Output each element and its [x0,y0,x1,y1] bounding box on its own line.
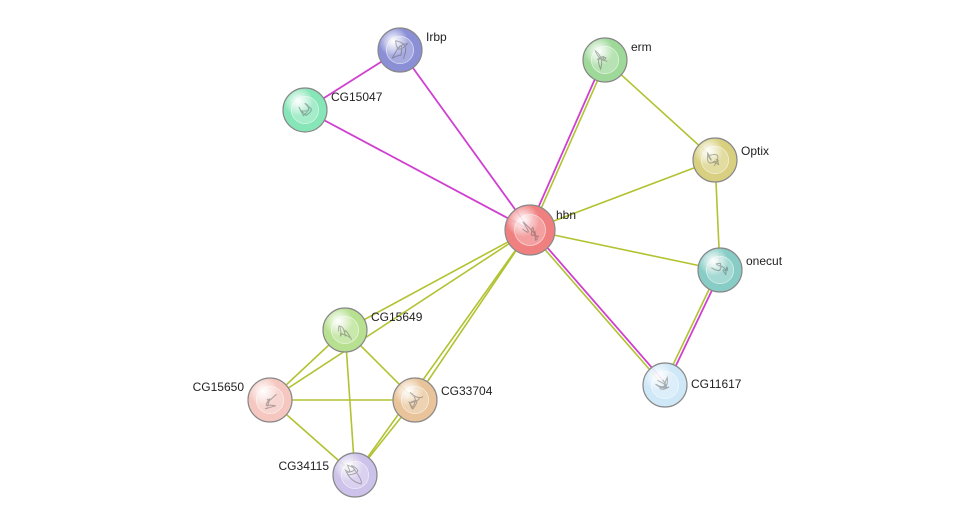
node-inner [291,96,318,123]
node-inner [701,146,728,173]
graph-node-CG11617[interactable] [643,363,687,407]
graph-edge [529,59,604,229]
graph-node-CG33704[interactable] [393,378,437,422]
node-label-erm: erm [631,40,652,54]
network-graph: hbn Irbp CG15047 erm Optix onecut CG11617 CG156… [0,0,975,510]
graph-edge [355,230,530,475]
node-label-CG34115: CG34115 [279,459,330,473]
edge-layer [270,50,721,475]
graph-node-hbn[interactable] [505,205,555,255]
graph-node-erm[interactable] [583,38,627,82]
graph-node-CG15047[interactable] [283,88,327,132]
node-label-onecut: onecut [746,254,783,268]
node-label-Irbp: Irbp [426,30,447,44]
node-inner [331,316,358,343]
graph-edge [305,110,530,230]
graph-node-Irbp[interactable] [378,28,422,72]
node-label-CG15047: CG15047 [331,90,383,104]
node-label-CG15650: CG15650 [193,380,245,394]
graph-node-CG15649[interactable] [323,308,367,352]
graph-node-CG34115[interactable] [333,453,377,497]
node-label-CG11617: CG11617 [691,377,742,391]
node-label-hbn: hbn [556,208,576,222]
graph-edge [400,50,530,230]
node-inner [386,36,413,63]
node-label-Optix: Optix [741,144,769,158]
node-label-CG15649: CG15649 [371,310,423,324]
node-inner [515,215,546,246]
node-inner [341,461,368,488]
graph-node-onecut[interactable] [698,248,742,292]
node-label-CG33704: CG33704 [441,384,493,398]
graph-node-Optix[interactable] [693,138,737,182]
node-layer [248,28,742,497]
graph-edge [531,229,666,384]
graph-node-CG15650[interactable] [248,378,292,422]
